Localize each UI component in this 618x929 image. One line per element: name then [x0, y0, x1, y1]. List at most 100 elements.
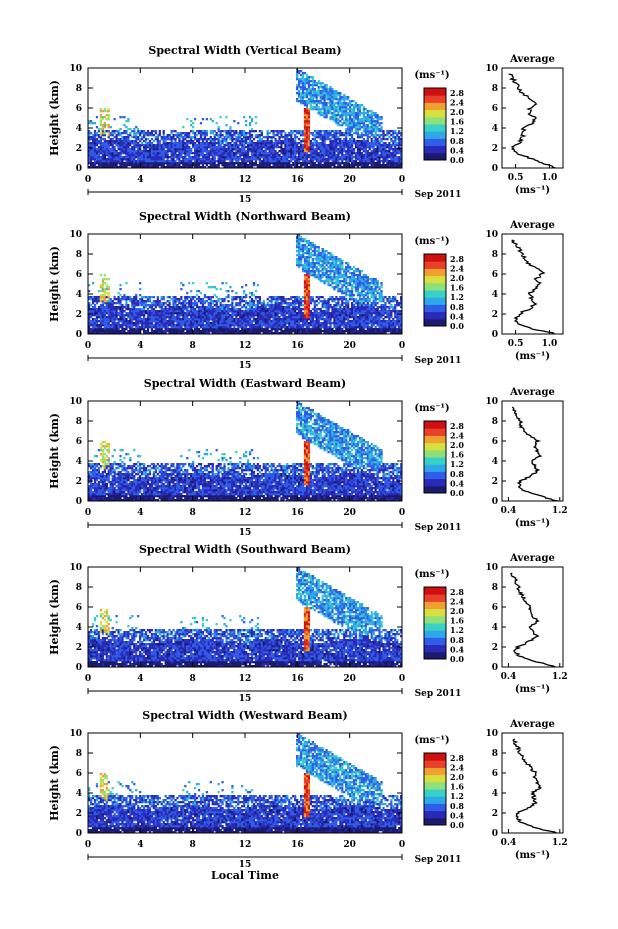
heatmap-cell	[317, 152, 320, 155]
heatmap-cell	[221, 148, 224, 151]
heatmap-cell	[376, 130, 379, 133]
heatmap-cell	[223, 328, 226, 331]
heatmap-cell	[231, 160, 234, 163]
heatmap-cell	[201, 324, 205, 327]
heatmap-cell	[333, 142, 336, 145]
heatmap-cell	[235, 130, 238, 133]
heatmap-cell	[327, 152, 330, 155]
heatmap-cell	[321, 94, 324, 97]
heatmap-cell	[156, 142, 159, 145]
heatmap-cell	[343, 142, 346, 145]
y-tick-label: 2	[76, 144, 82, 154]
heatmap-cell	[119, 148, 122, 151]
heatmap-cell	[327, 130, 330, 133]
heatmap-cell	[221, 130, 224, 133]
heatmap-cell	[97, 128, 101, 131]
heatmap-cell	[193, 166, 197, 169]
heatmap-cell	[88, 146, 91, 149]
heatmap-cell	[209, 300, 212, 303]
heatmap-cell	[305, 88, 309, 91]
heatmap-cell	[148, 306, 152, 309]
heatmap-cell	[325, 144, 328, 147]
heatmap-cell	[211, 316, 214, 319]
heatmap-cell	[209, 326, 212, 329]
heatmap-cell	[297, 166, 301, 169]
heatmap-cell	[213, 144, 216, 147]
heatmap-cell	[250, 144, 254, 147]
heatmap-cell	[221, 154, 224, 157]
heatmap-cell	[154, 138, 157, 141]
heatmap-cell	[125, 126, 128, 129]
heatmap-cell	[309, 98, 313, 101]
heatmap-cell	[91, 154, 95, 157]
heatmap-cell	[333, 102, 336, 105]
heatmap-cell	[266, 132, 269, 135]
heatmap-cell	[186, 324, 189, 327]
heatmap-cell	[233, 318, 236, 321]
heatmap-cell	[307, 122, 311, 125]
heatmap-cell	[135, 326, 138, 329]
heatmap-cell	[296, 72, 299, 75]
heatmap-cell	[317, 142, 320, 145]
heatmap-cell	[99, 118, 103, 121]
heatmap-cell	[199, 324, 203, 327]
heatmap-cell	[235, 152, 238, 155]
heatmap-cell	[186, 314, 189, 317]
heatmap-cell	[193, 142, 197, 145]
heatmap-cell	[182, 152, 185, 155]
heatmap-cell	[121, 116, 124, 119]
heatmap-cell	[168, 166, 171, 169]
heatmap-cell	[107, 296, 110, 299]
heatmap-cell	[144, 150, 148, 153]
heatmap-cell	[160, 136, 163, 139]
heatmap-cell	[162, 146, 165, 149]
heatmap-cell	[327, 94, 330, 97]
heatmap-cell	[345, 120, 348, 123]
heatmap-cell	[148, 144, 152, 147]
heatmap-cell	[297, 142, 301, 145]
heatmap-cell	[156, 302, 159, 305]
heatmap-cell	[374, 126, 377, 129]
heatmap-cell	[140, 318, 144, 321]
heatmap-cell	[184, 308, 187, 311]
heatmap-cell	[105, 154, 108, 157]
heatmap-cell	[150, 326, 154, 329]
heatmap-cell	[121, 148, 124, 151]
heatmap-cell	[162, 322, 165, 325]
heatmap-cell	[139, 140, 142, 143]
heatmap-cell	[107, 318, 110, 321]
heatmap-cell	[227, 294, 230, 297]
heatmap-cell	[245, 320, 248, 323]
heatmap-cell	[111, 316, 114, 319]
heatmap-cell	[178, 136, 181, 139]
heatmap-cell	[99, 300, 103, 303]
heatmap-cell	[258, 302, 261, 305]
heatmap-cell	[245, 154, 248, 157]
heatmap-cell	[107, 156, 110, 159]
heatmap-cell	[158, 156, 161, 159]
heatmap-cell	[248, 320, 252, 323]
heatmap-cell	[333, 98, 336, 101]
heatmap-cell	[325, 92, 328, 95]
heatmap-cell	[303, 94, 307, 97]
heatmap-cell	[315, 102, 318, 105]
heatmap-cell	[372, 128, 375, 131]
heatmap-cell	[93, 332, 97, 335]
heatmap-cell	[182, 284, 185, 287]
heatmap-cell	[276, 152, 279, 155]
heatmap-cell	[156, 324, 159, 327]
heatmap-cell	[158, 150, 161, 153]
heatmap-cell	[192, 304, 195, 307]
heatmap-cell	[205, 306, 209, 309]
heatmap-cell	[396, 158, 399, 161]
heatmap-cell	[213, 326, 216, 329]
heatmap-cell	[319, 144, 322, 147]
heatmap-cell	[233, 158, 236, 161]
heatmap-cell	[170, 318, 173, 321]
heatmap-cell	[243, 130, 246, 133]
heatmap-cell	[380, 138, 383, 141]
heatmap-cell	[254, 164, 258, 167]
heatmap-cell	[123, 148, 126, 151]
heatmap-cell	[170, 308, 173, 311]
heatmap-cell	[190, 138, 193, 141]
